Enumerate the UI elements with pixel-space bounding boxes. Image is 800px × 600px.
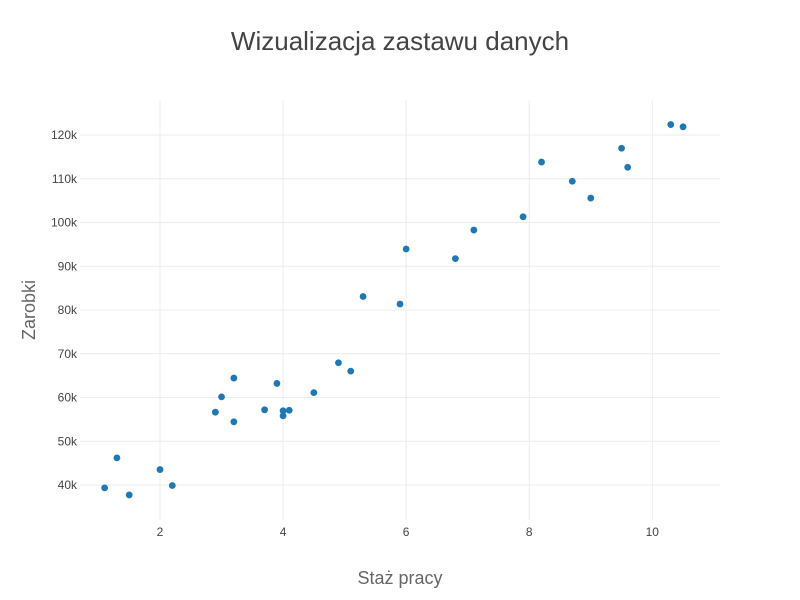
tick-labels: 2 4 6 8 10 40k 50k 60k 70k 80k 90k 100k 110k 120k (51, 128, 659, 539)
y-axis-title: Zarobki (19, 280, 39, 340)
y-tick-label: 110k (52, 172, 78, 186)
data-point[interactable] (667, 121, 675, 128)
data-point[interactable] (568, 177, 576, 185)
x-tick-label: 6 (403, 525, 410, 539)
data-point[interactable] (335, 359, 342, 367)
x-axis-title: Staż pracy (357, 568, 442, 588)
data-point[interactable] (396, 300, 404, 308)
data-point[interactable] (285, 406, 293, 414)
data-point[interactable] (347, 367, 355, 375)
data-point[interactable] (470, 226, 478, 234)
data-point[interactable] (624, 163, 632, 171)
y-tick-label: 80k (58, 303, 78, 317)
chart-title: Wizualizacja zastawu danych (231, 26, 569, 56)
data-point[interactable] (279, 407, 287, 415)
data-point[interactable] (168, 482, 176, 489)
data-point[interactable] (230, 418, 238, 426)
data-point[interactable] (279, 412, 287, 420)
data-point[interactable] (273, 380, 281, 387)
data-point[interactable] (113, 454, 121, 462)
data-point[interactable] (101, 484, 109, 492)
data-point[interactable] (230, 374, 238, 382)
data-point[interactable] (218, 393, 225, 401)
y-tick-label: 60k (58, 391, 78, 405)
data-point[interactable] (261, 406, 269, 414)
data-point[interactable] (519, 213, 527, 221)
data-point[interactable] (538, 158, 545, 166)
data-point[interactable] (359, 293, 367, 300)
data-points (101, 121, 687, 499)
x-tick-label: 10 (646, 525, 660, 539)
y-tick-label: 90k (58, 259, 78, 273)
x-tick-label: 4 (280, 525, 287, 539)
data-point[interactable] (125, 491, 133, 499)
data-point[interactable] (451, 255, 459, 263)
x-tick-label: 8 (526, 525, 533, 539)
y-tick-label: 100k (51, 216, 78, 230)
data-point[interactable] (156, 466, 164, 473)
x-tick-label: 2 (157, 525, 164, 539)
grid (80, 100, 720, 520)
y-tick-label: 120k (51, 128, 78, 142)
y-tick-label: 50k (58, 434, 78, 448)
data-point[interactable] (679, 123, 687, 131)
data-point[interactable] (211, 408, 219, 416)
data-point[interactable] (587, 194, 595, 202)
y-tick-label: 40k (58, 478, 78, 492)
data-point[interactable] (618, 144, 625, 152)
data-point[interactable] (310, 389, 318, 397)
data-point[interactable] (402, 245, 410, 253)
y-tick-label: 70k (58, 347, 78, 361)
